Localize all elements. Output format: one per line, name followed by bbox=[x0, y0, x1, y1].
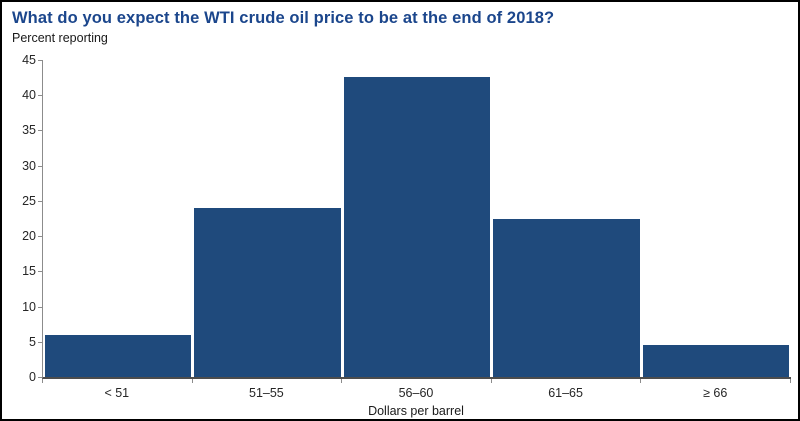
bar-< 51 bbox=[44, 334, 192, 377]
x-tick-mark bbox=[490, 379, 492, 383]
y-tick-mark bbox=[38, 60, 42, 61]
y-tick-label: 35 bbox=[22, 123, 36, 138]
y-tick-mark bbox=[38, 377, 42, 378]
bar-56–60 bbox=[343, 76, 491, 377]
y-tick-mark bbox=[38, 236, 42, 238]
y-tick-label: 30 bbox=[22, 158, 36, 173]
x-tick-label: < 51 bbox=[104, 386, 130, 400]
bar-≥ 66 bbox=[642, 344, 790, 377]
chart-title: What do you expect the WTI crude oil pri… bbox=[12, 9, 555, 27]
x-tick-mark bbox=[42, 379, 43, 383]
x-tick-mark bbox=[341, 379, 343, 383]
y-tick-mark bbox=[38, 165, 42, 167]
y-tick-label: 20 bbox=[22, 229, 36, 244]
y-tick-mark bbox=[38, 271, 42, 273]
bar-51–55 bbox=[194, 207, 341, 377]
x-tick-label: ≥ 66 bbox=[703, 386, 728, 400]
y-tick-mark bbox=[38, 306, 42, 308]
y-tick-mark bbox=[38, 130, 42, 132]
x-tick-mark bbox=[790, 379, 791, 383]
y-tick-label: 10 bbox=[22, 299, 36, 314]
y-tick-label: 45 bbox=[22, 53, 36, 67]
y-tick-label: 40 bbox=[22, 88, 36, 103]
y-tick-mark bbox=[38, 341, 42, 343]
y-tick-label: 25 bbox=[22, 193, 36, 208]
y-tick-mark bbox=[38, 200, 42, 202]
y-tick-label: 0 bbox=[29, 370, 36, 384]
x-tick-mark bbox=[640, 379, 642, 383]
x-tick-label: 61–65 bbox=[548, 386, 583, 400]
bar-61–65 bbox=[493, 219, 640, 377]
x-tick-label: 56–60 bbox=[398, 386, 434, 400]
plot-area bbox=[42, 60, 791, 379]
y-tick-label: 15 bbox=[22, 264, 36, 279]
x-tick-mark bbox=[191, 379, 193, 383]
x-axis-title: Dollars per barrel bbox=[368, 404, 464, 418]
y-tick-label: 5 bbox=[29, 334, 36, 349]
y-axis-unit-label: Percent reporting bbox=[12, 31, 108, 45]
x-tick-label: 51–55 bbox=[249, 386, 284, 400]
y-tick-mark bbox=[38, 95, 42, 97]
